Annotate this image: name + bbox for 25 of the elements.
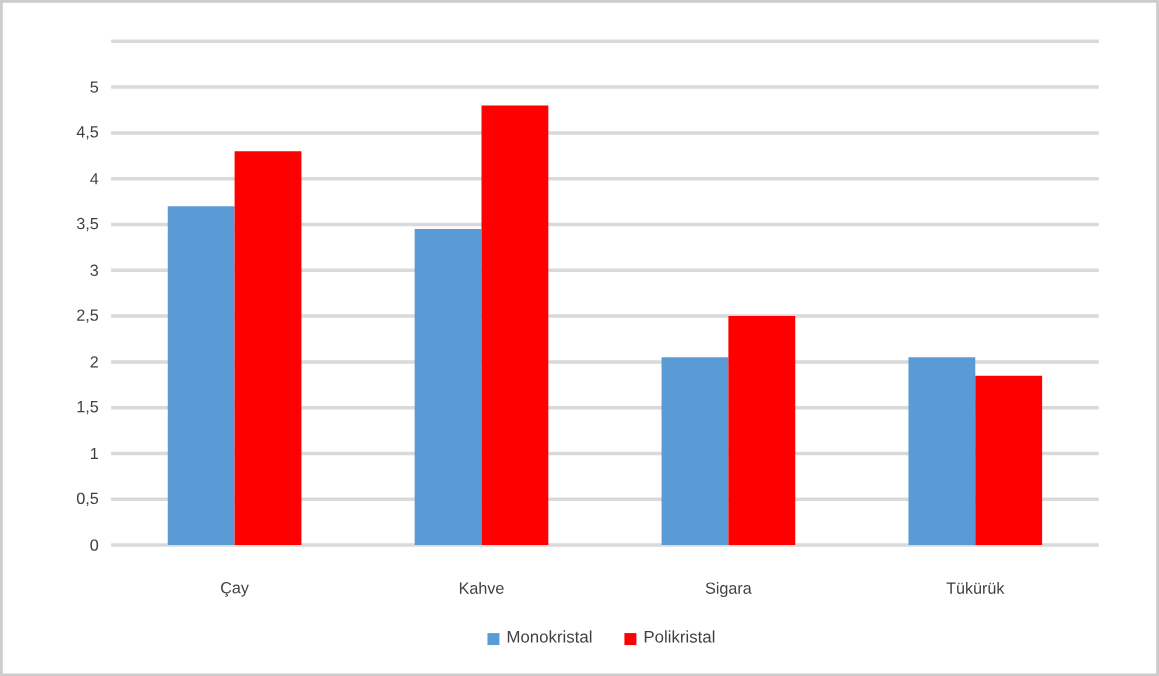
bar [975,375,1043,545]
bar [728,316,796,545]
x-tick-label: Tükürük [946,581,1005,594]
x-tick-label: Kahve [459,581,504,594]
y-tick-label: 5 [90,81,99,93]
bar [481,105,549,545]
y-tick-label: 0,5 [76,492,99,506]
x-tick-label: Çay [221,581,249,597]
legend-label: Polikristal [644,630,715,643]
bar [661,357,729,545]
y-tick-label: 3 [90,264,99,276]
bar [167,206,235,545]
y-tick-label: 4 [90,173,99,185]
bar [414,229,482,545]
y-tick-label: 4,5 [76,126,99,140]
y-tick-label: 1,5 [77,401,99,415]
y-tick-label: 2 [90,356,98,368]
y-tick-label: 2,5 [77,309,99,323]
x-tick-label: Sigara [705,581,752,597]
y-tick-label: 0 [90,539,99,551]
bar [234,151,302,545]
y-tick-label: 1 [90,447,98,459]
legend-label: Monokristal [507,630,592,643]
y-tick-label: 3,5 [76,217,99,232]
bar [908,357,976,545]
